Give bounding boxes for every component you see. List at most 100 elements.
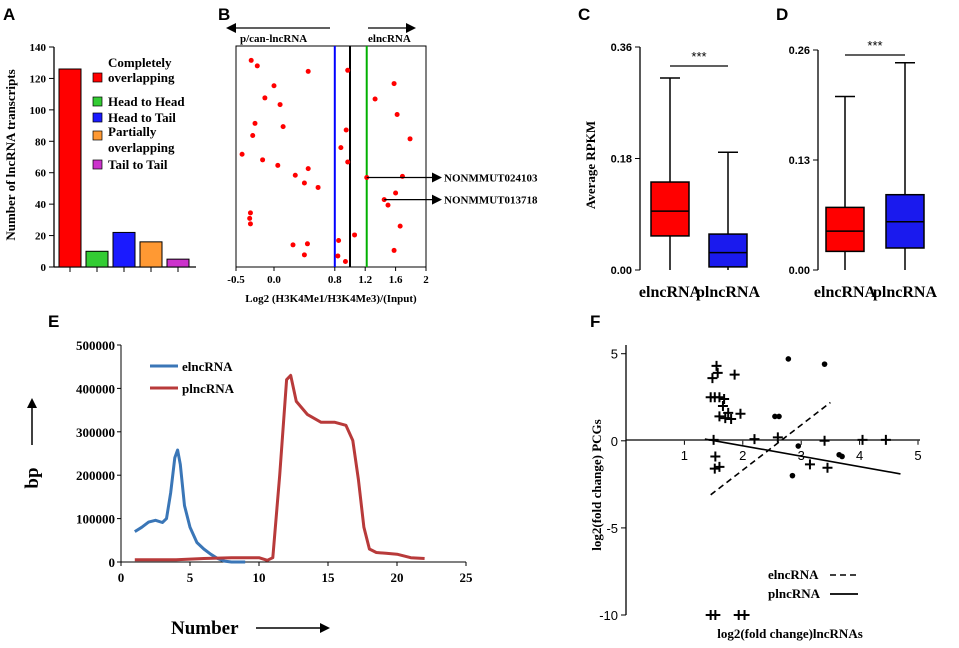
a-bar (58, 68, 82, 268)
e-x-tick-label: 20 (391, 570, 404, 585)
e-x-tick-label: 0 (118, 570, 125, 585)
e-x-tick-label: 5 (187, 570, 194, 585)
e-series-lines (134, 373, 425, 564)
f-y-tick-label: -10 (599, 608, 618, 623)
b-point (352, 232, 358, 238)
e-x-tick-label: 25 (460, 570, 474, 585)
b-left-arrow-head (226, 23, 236, 33)
b-point (393, 190, 399, 196)
box-category-label: elncRNA (639, 284, 702, 301)
box-category-label: elncRNA (814, 284, 877, 301)
b-point (301, 180, 307, 186)
b-point (407, 136, 413, 142)
f-plnc-point (726, 414, 737, 425)
b-annotation-label: NONMMUT013718 (444, 195, 538, 207)
box-body (825, 206, 865, 253)
a-bar (112, 231, 136, 268)
e-legend-plnc-label: plncRNA (182, 381, 235, 396)
f-plnc-point (735, 408, 746, 419)
b-annotation-label: NONMMUT024103 (444, 172, 538, 184)
f-x-tick-label: 1 (681, 448, 688, 463)
a-y-tick-label: 60 (35, 168, 47, 180)
a-legend-swatch-head-to-tail (92, 112, 103, 123)
panel-a-bar-chart: Number of lncRNA transcripts 0 20 40 60 80 10… (3, 42, 196, 274)
a-y-tick-label: 100 (30, 105, 47, 117)
f-plnc-point (711, 360, 722, 371)
e-y-tick-label: 200000 (76, 468, 115, 483)
c-y-axis-label: Average RPKM (583, 121, 598, 209)
panel-label-d: D (776, 5, 788, 24)
f-x-axis-label: log2(fold change)lncRNAs (717, 626, 863, 641)
b-point (345, 67, 351, 73)
b-x-tick-label: 0.0 (267, 274, 281, 286)
f-x-tick-label: 4 (856, 448, 863, 463)
f-plnc-point (772, 432, 783, 443)
a-legend: Completely overlapping Head to Head Head… (92, 55, 185, 172)
b-point (239, 151, 245, 157)
f-y-tick-label: 0 (611, 434, 618, 449)
box-y-tick-label: 0.26 (789, 45, 810, 57)
b-point (385, 202, 391, 208)
a-y-tick-label: 140 (30, 42, 47, 54)
b-point (277, 102, 283, 108)
panel-label-c: C (578, 5, 590, 24)
f-y-tick-label: -5 (606, 521, 618, 536)
b-annotations: NONMMUT024103 NONMMUT013718 (366, 172, 538, 207)
panel-e-line-chart: 0 100000 200000 300000 400000 500000 0 5 10 15 20 2… (22, 338, 473, 639)
b-point (260, 157, 266, 163)
f-elnc-point (785, 356, 792, 362)
a-legend-tail-to-tail: Tail to Tail (108, 157, 168, 172)
a-y-tick-label: 120 (30, 73, 47, 85)
f-x-tick-label: 2 (739, 448, 746, 463)
b-point (275, 162, 281, 168)
b-direction-arrows: p/can-lncRNA elncRNA (226, 23, 416, 45)
f-y-tick-label: 5 (611, 347, 618, 362)
b-point (336, 237, 342, 243)
a-legend-completely-line2: overlapping (108, 70, 175, 85)
f-elnc-point (772, 413, 778, 420)
f-plnc-point (714, 392, 725, 403)
f-elnc-point (839, 453, 845, 460)
f-legend-elnc-label: elncRNA (768, 567, 819, 582)
b-x-axis-label: Log2 (H3K4Me1/H3K4Me3)/(Input) (245, 293, 417, 305)
b-point (372, 96, 378, 102)
box-category-label: plncRNA (696, 284, 760, 301)
f-plnc-point (822, 462, 833, 473)
f-fit-lines (704, 401, 901, 496)
b-point (315, 184, 321, 190)
f-plnc-point (714, 411, 725, 422)
e-x-arrow-head (320, 623, 330, 633)
b-point (248, 57, 254, 63)
b-threshold-lines (333, 46, 368, 267)
f-plnc-point (819, 435, 830, 446)
panel-f-scatter: 5 0 -5 -10 1 2 3 4 5 log2(fold change) PCGs log2… (589, 345, 922, 641)
b-x-ticks: -0.5 0.0 0.8 1.2 1.6 2 (227, 267, 429, 286)
a-legend-head-to-head: Head to Head (108, 94, 185, 109)
e-y-axis-label: bp (22, 467, 43, 488)
f-plnc-point (708, 434, 719, 445)
f-plnc-point (804, 459, 815, 470)
box-significance-label: *** (867, 38, 882, 53)
b-right-arrow-label: elncRNA (368, 33, 411, 45)
f-elnc-point (789, 472, 796, 479)
box-body (708, 233, 748, 268)
f-points (705, 356, 891, 620)
e-y-tick-label: 400000 (76, 381, 115, 396)
b-point (247, 215, 253, 221)
b-point (391, 81, 397, 87)
b-x-tick-label: 1.6 (389, 274, 403, 286)
b-point (290, 242, 296, 248)
b-right-arrow-head (406, 23, 416, 33)
f-y-axis-label: log2(fold change) PCGs (589, 419, 604, 550)
f-plnc-point (729, 369, 740, 380)
b-point (252, 120, 258, 126)
b-annotation-arrow-head (432, 194, 442, 205)
b-point (271, 83, 277, 89)
box-y-tick-label: 0.18 (611, 154, 632, 166)
a-bar (85, 250, 109, 268)
panel-label-b: B (218, 5, 230, 24)
a-bar (139, 241, 163, 268)
e-legend: elncRNA plncRNA (150, 359, 235, 396)
b-point (304, 241, 310, 247)
